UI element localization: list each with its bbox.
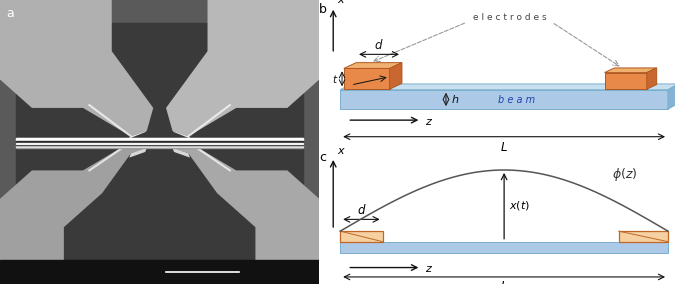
Text: a: a bbox=[6, 7, 14, 20]
Polygon shape bbox=[128, 131, 147, 139]
Bar bbox=[16, 143, 303, 144]
Bar bbox=[0, 260, 319, 284]
Text: 29: 29 bbox=[140, 276, 146, 280]
Polygon shape bbox=[340, 84, 675, 90]
Polygon shape bbox=[344, 68, 389, 89]
Text: c: c bbox=[319, 151, 326, 164]
Text: HV: HV bbox=[9, 264, 15, 268]
Bar bbox=[16, 139, 303, 148]
Polygon shape bbox=[166, 0, 319, 136]
Text: UNaM: UNaM bbox=[281, 276, 292, 280]
Polygon shape bbox=[618, 231, 668, 242]
Polygon shape bbox=[340, 242, 668, 253]
Text: $d$: $d$ bbox=[356, 203, 366, 217]
Text: $x$: $x$ bbox=[338, 0, 346, 5]
Polygon shape bbox=[172, 142, 319, 284]
Text: spot: spot bbox=[32, 264, 43, 268]
Text: $z$: $z$ bbox=[425, 264, 433, 274]
Bar bbox=[16, 141, 303, 145]
Polygon shape bbox=[0, 142, 147, 284]
Text: ETD: ETD bbox=[89, 276, 97, 280]
Text: 7.2 mm: 7.2 mm bbox=[112, 276, 128, 280]
Text: $d$: $d$ bbox=[374, 38, 384, 52]
Text: WD: WD bbox=[112, 264, 117, 268]
Text: 3.0: 3.0 bbox=[38, 276, 46, 280]
Text: $z$: $z$ bbox=[425, 116, 433, 126]
Text: $x$: $x$ bbox=[338, 146, 346, 156]
Text: $\phi(z)$: $\phi(z)$ bbox=[612, 166, 637, 183]
Text: $h$: $h$ bbox=[452, 93, 460, 105]
Bar bbox=[16, 23, 303, 261]
Polygon shape bbox=[605, 73, 647, 89]
Polygon shape bbox=[647, 68, 657, 89]
Polygon shape bbox=[668, 84, 675, 109]
Text: det: det bbox=[86, 264, 94, 268]
Text: $L$: $L$ bbox=[500, 280, 508, 284]
Polygon shape bbox=[389, 63, 402, 89]
Text: tilt: tilt bbox=[137, 264, 148, 268]
Text: 5 μm: 5 μm bbox=[246, 270, 257, 273]
Polygon shape bbox=[172, 148, 190, 158]
Text: $L$: $L$ bbox=[500, 141, 508, 154]
Polygon shape bbox=[0, 0, 153, 136]
Text: $x(t)$: $x(t)$ bbox=[510, 199, 531, 212]
Text: b: b bbox=[319, 3, 327, 16]
Polygon shape bbox=[340, 231, 383, 242]
Bar bbox=[16, 145, 303, 147]
Polygon shape bbox=[344, 63, 402, 68]
Text: $w$: $w$ bbox=[358, 72, 368, 82]
Polygon shape bbox=[605, 68, 657, 73]
Polygon shape bbox=[130, 148, 147, 158]
Polygon shape bbox=[172, 131, 192, 139]
Text: b e a m: b e a m bbox=[498, 95, 535, 105]
Text: e l e c t r o d e s: e l e c t r o d e s bbox=[472, 13, 546, 22]
Text: 18 536 x: 18 536 x bbox=[57, 276, 78, 280]
Text: $t$: $t$ bbox=[332, 73, 338, 85]
Bar bbox=[16, 138, 303, 140]
Polygon shape bbox=[340, 90, 668, 109]
Text: mag: mag bbox=[57, 264, 65, 268]
Text: 15.00 kV: 15.00 kV bbox=[9, 276, 30, 280]
